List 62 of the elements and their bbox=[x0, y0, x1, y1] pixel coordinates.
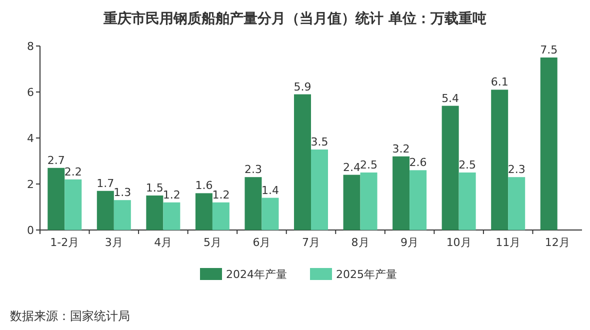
bar bbox=[262, 198, 279, 230]
x-tick-label: 4月 bbox=[154, 236, 172, 249]
data-label: 1.2 bbox=[212, 188, 230, 202]
bar bbox=[294, 94, 311, 230]
bar bbox=[114, 200, 131, 230]
y-tick-label: 0 bbox=[27, 224, 34, 237]
data-label: 3.5 bbox=[310, 136, 328, 148]
bar bbox=[244, 177, 262, 230]
x-tick-label: 11月 bbox=[496, 236, 521, 249]
x-tick-label: 6月 bbox=[252, 236, 271, 249]
bar bbox=[64, 179, 82, 230]
bar bbox=[163, 202, 180, 230]
x-tick-label: 10月 bbox=[446, 236, 472, 249]
bar bbox=[212, 202, 230, 230]
bar bbox=[48, 168, 65, 230]
bar bbox=[343, 174, 360, 230]
data-label: 3.2 bbox=[392, 142, 410, 156]
data-label: 2.5 bbox=[458, 158, 476, 172]
data-label: 2.5 bbox=[360, 158, 378, 172]
y-tick-label: 8 bbox=[27, 40, 34, 53]
bar bbox=[96, 190, 114, 230]
bar bbox=[311, 150, 328, 230]
x-tick-label: 12月 bbox=[544, 236, 570, 249]
x-tick-label: 8月 bbox=[351, 236, 370, 249]
bar bbox=[540, 58, 558, 230]
y-tick-label: 2 bbox=[27, 178, 34, 191]
data-label: 1.3 bbox=[114, 186, 132, 200]
bar bbox=[195, 193, 212, 230]
data-label: 5.4 bbox=[442, 92, 460, 105]
data-label: 2.3 bbox=[244, 163, 262, 176]
data-label: 1.2 bbox=[162, 188, 180, 202]
bar bbox=[146, 196, 164, 230]
data-label: 1.7 bbox=[96, 176, 114, 190]
data-label: 1.4 bbox=[261, 184, 279, 197]
legend-label: 2025年产量 bbox=[336, 268, 397, 281]
data-label: 1.6 bbox=[195, 179, 213, 192]
data-label: 2.4 bbox=[343, 160, 361, 174]
bar bbox=[442, 106, 459, 230]
x-tick-label: 9月 bbox=[400, 236, 419, 249]
x-tick-label: 7月 bbox=[302, 236, 320, 249]
data-label: 2.3 bbox=[508, 163, 526, 176]
data-label: 2.2 bbox=[64, 165, 82, 178]
bar bbox=[508, 177, 526, 230]
data-label: 2.6 bbox=[409, 156, 427, 170]
data-label: 5.9 bbox=[294, 80, 312, 94]
source-note: 数据来源：国家统计局 bbox=[10, 309, 130, 323]
y-tick-label: 6 bbox=[27, 86, 34, 99]
legend-label: 2024年产量 bbox=[226, 268, 287, 281]
data-label: 2.7 bbox=[47, 154, 65, 167]
bar bbox=[392, 156, 410, 230]
x-tick-label: 1-2月 bbox=[50, 236, 80, 249]
x-tick-label: 3月 bbox=[104, 236, 123, 249]
bar bbox=[410, 170, 427, 230]
bar bbox=[360, 172, 378, 230]
y-tick-label: 4 bbox=[27, 132, 34, 145]
bar bbox=[458, 172, 476, 230]
data-label: 7.5 bbox=[540, 44, 558, 56]
data-label: 6.1 bbox=[490, 76, 508, 89]
bar bbox=[491, 90, 508, 230]
chart-title: 重庆市民用钢质船舶产量分月（当月值）统计 单位：万载重吨 bbox=[102, 10, 486, 27]
x-tick-label: 5月 bbox=[203, 236, 222, 249]
data-label: 1.5 bbox=[146, 182, 164, 194]
